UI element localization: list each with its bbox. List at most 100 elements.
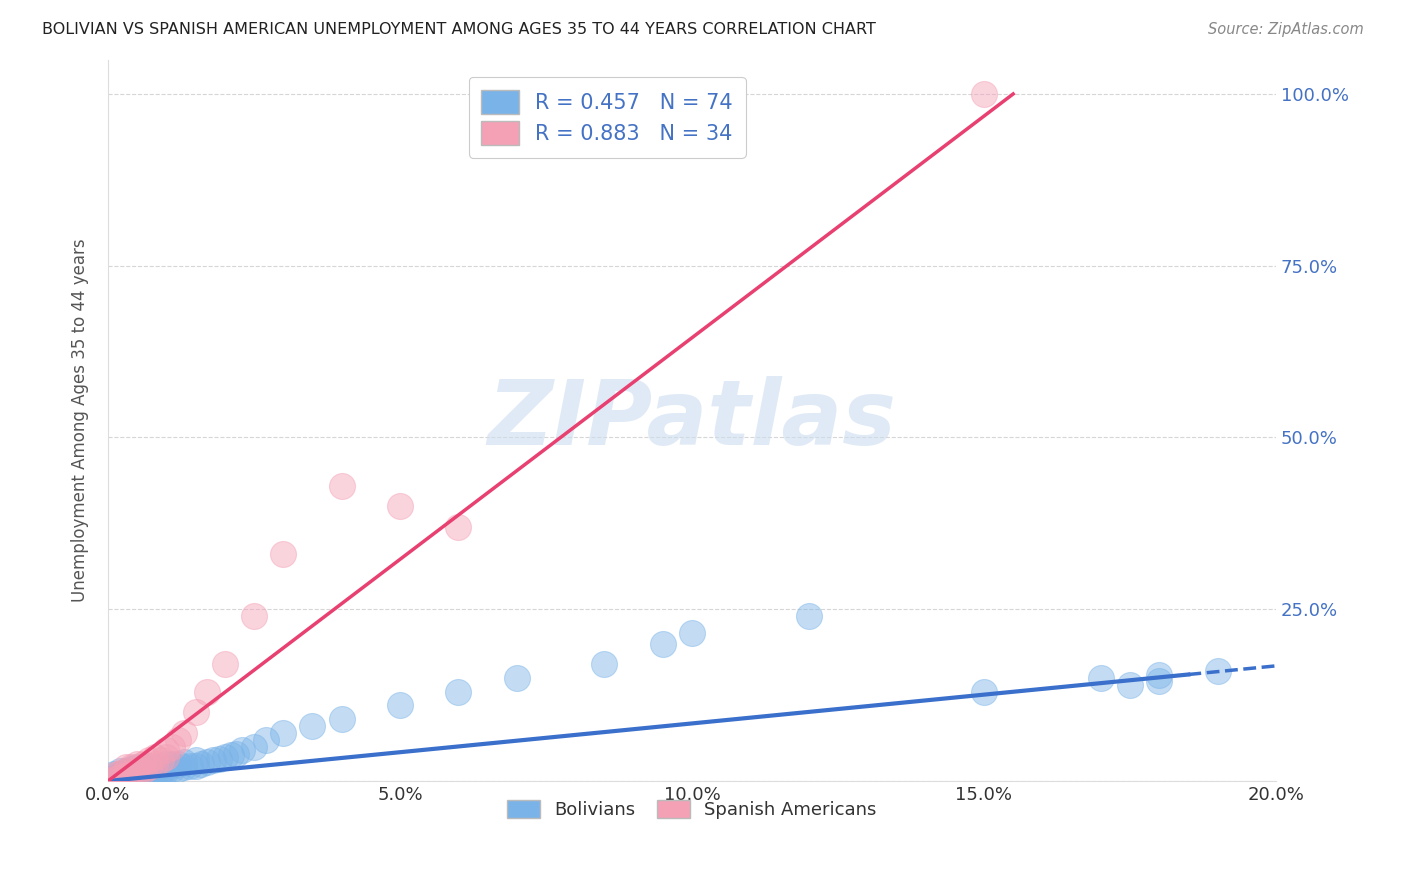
Point [127, 767, 149, 781]
Point [681, 626, 703, 640]
Point [103, 772, 125, 786]
Point [330, 712, 353, 726]
Point [103, 768, 125, 782]
Point [160, 756, 183, 771]
Point [173, 760, 195, 774]
Point [155, 750, 177, 764]
Point [160, 739, 183, 754]
Point [108, 764, 131, 778]
Y-axis label: Unemployment Among Ages 35 to 44 years: Unemployment Among Ages 35 to 44 years [72, 238, 89, 602]
Point [651, 637, 673, 651]
Point [155, 743, 177, 757]
Point [143, 764, 166, 778]
Point [132, 764, 155, 778]
Point [120, 768, 142, 782]
Point [184, 759, 207, 773]
Point [132, 767, 155, 781]
Point [127, 756, 149, 771]
Point [143, 750, 166, 764]
Point [190, 756, 212, 771]
Point [160, 762, 183, 776]
Point [103, 767, 125, 781]
Point [132, 765, 155, 780]
Point [149, 753, 172, 767]
Point [114, 767, 136, 781]
Point [114, 765, 136, 780]
Point [114, 771, 136, 785]
Point [593, 657, 616, 672]
Point [184, 753, 207, 767]
Point [138, 753, 160, 767]
Point [143, 765, 166, 780]
Point [506, 671, 529, 685]
Point [797, 609, 820, 624]
Point [1147, 667, 1170, 681]
Point [114, 764, 136, 778]
Point [127, 760, 149, 774]
Point [214, 750, 236, 764]
Point [127, 765, 149, 780]
Point [138, 759, 160, 773]
Point [973, 684, 995, 698]
Point [1206, 664, 1229, 678]
Point [1147, 674, 1170, 689]
Point [447, 684, 470, 698]
Point [167, 756, 190, 771]
Point [114, 768, 136, 782]
Text: BOLIVIAN VS SPANISH AMERICAN UNEMPLOYMENT AMONG AGES 35 TO 44 YEARS CORRELATION : BOLIVIAN VS SPANISH AMERICAN UNEMPLOYMEN… [42, 22, 876, 37]
Point [127, 767, 149, 781]
Point [120, 765, 142, 780]
Point [173, 726, 195, 740]
Point [108, 765, 131, 780]
Point [184, 706, 207, 720]
Point [138, 760, 160, 774]
Point [114, 768, 136, 782]
Point [120, 760, 142, 774]
Point [149, 765, 172, 780]
Point [195, 755, 218, 769]
Point [219, 747, 242, 762]
Point [231, 743, 253, 757]
Point [167, 732, 190, 747]
Point [1090, 671, 1112, 685]
Point [243, 739, 266, 754]
Point [132, 760, 155, 774]
Point [120, 762, 142, 776]
Point [214, 657, 236, 672]
Point [108, 771, 131, 785]
Point [114, 764, 136, 778]
Point [271, 726, 294, 740]
Point [973, 87, 995, 101]
Point [143, 760, 166, 774]
Point [108, 767, 131, 781]
Point [271, 547, 294, 561]
Point [132, 764, 155, 778]
Point [143, 756, 166, 771]
Point [155, 756, 177, 771]
Point [155, 762, 177, 776]
Point [447, 520, 470, 534]
Point [243, 609, 266, 624]
Point [127, 764, 149, 778]
Point [103, 771, 125, 785]
Point [149, 759, 172, 773]
Legend: Bolivians, Spanish Americans: Bolivians, Spanish Americans [501, 792, 884, 826]
Point [108, 768, 131, 782]
Point [127, 768, 149, 782]
Point [108, 770, 131, 784]
Point [120, 767, 142, 781]
Point [388, 499, 411, 513]
Point [179, 759, 201, 773]
Point [225, 747, 247, 761]
Point [103, 772, 125, 787]
Point [155, 764, 177, 778]
Point [138, 765, 160, 780]
Point [132, 756, 155, 771]
Point [138, 767, 160, 781]
Point [330, 478, 353, 492]
Point [120, 765, 142, 780]
Point [388, 698, 411, 713]
Point [208, 752, 231, 766]
Point [195, 684, 218, 698]
Point [149, 763, 172, 777]
